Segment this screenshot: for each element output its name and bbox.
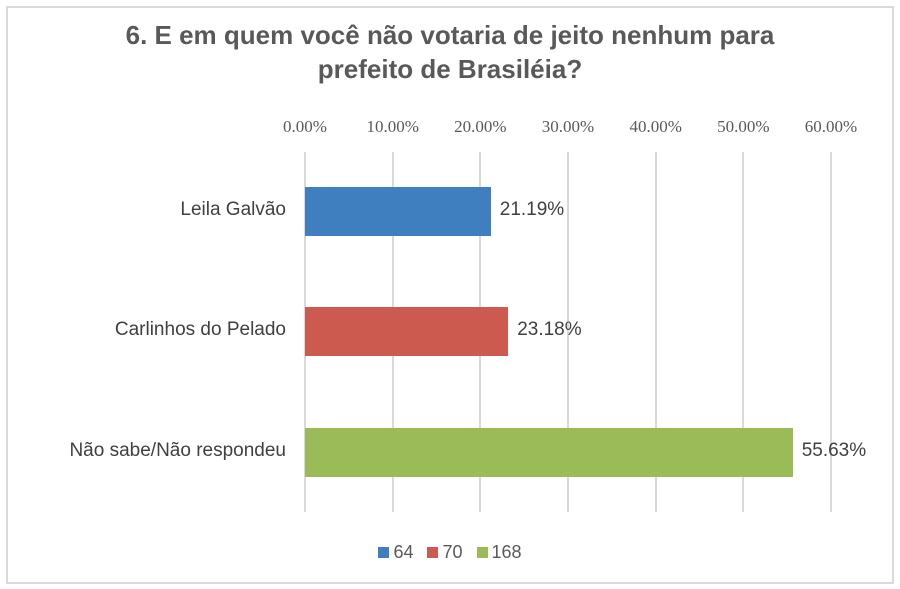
x-tick-label: 30.00% — [541, 117, 595, 136]
legend: 64 70 168 — [0, 542, 900, 563]
legend-swatch-icon — [378, 547, 390, 558]
chart-title-line-2: prefeito de Brasiléia? — [317, 54, 583, 84]
gridline — [654, 152, 657, 512]
legend-label: 168 — [491, 542, 522, 562]
legend-swatch-icon — [427, 547, 439, 558]
x-tick-label: 50.00% — [717, 117, 770, 136]
x-tick-label: 40.00% — [629, 117, 682, 136]
chart-frame — [6, 6, 894, 584]
category-label: Carlinhos do Pelado — [114, 319, 286, 340]
bar-value-label: 55.63% — [801, 440, 867, 461]
chart-title: 6. E em quem você não votaria de jeito n… — [0, 18, 900, 86]
bar-value-label: 21.19% — [499, 199, 565, 220]
bar[interactable] — [305, 428, 793, 477]
legend-swatch-icon — [476, 547, 488, 558]
gridline — [567, 152, 569, 512]
legend-item[interactable]: 168 — [476, 542, 522, 563]
x-tick-label: 20.00% — [454, 117, 507, 136]
gridline — [742, 152, 745, 512]
gridline — [830, 152, 832, 512]
chart-title-line-1: 6. E em quem você não votaria de jeito n… — [125, 20, 775, 50]
category-label: Leila Galvão — [180, 199, 286, 220]
legend-item[interactable]: 64 — [378, 542, 413, 563]
bar[interactable] — [305, 187, 491, 236]
legend-item[interactable]: 70 — [427, 542, 463, 563]
category-label: Não sabe/Não respondeu — [69, 440, 286, 461]
legend-label: 70 — [442, 542, 463, 562]
x-tick-label: 0.00% — [283, 117, 327, 136]
bar-value-label: 23.18% — [517, 319, 582, 340]
x-tick-label: 10.00% — [366, 117, 419, 136]
bar[interactable] — [305, 307, 509, 356]
legend-label: 64 — [393, 542, 414, 562]
x-tick-label: 60.00% — [804, 117, 858, 136]
